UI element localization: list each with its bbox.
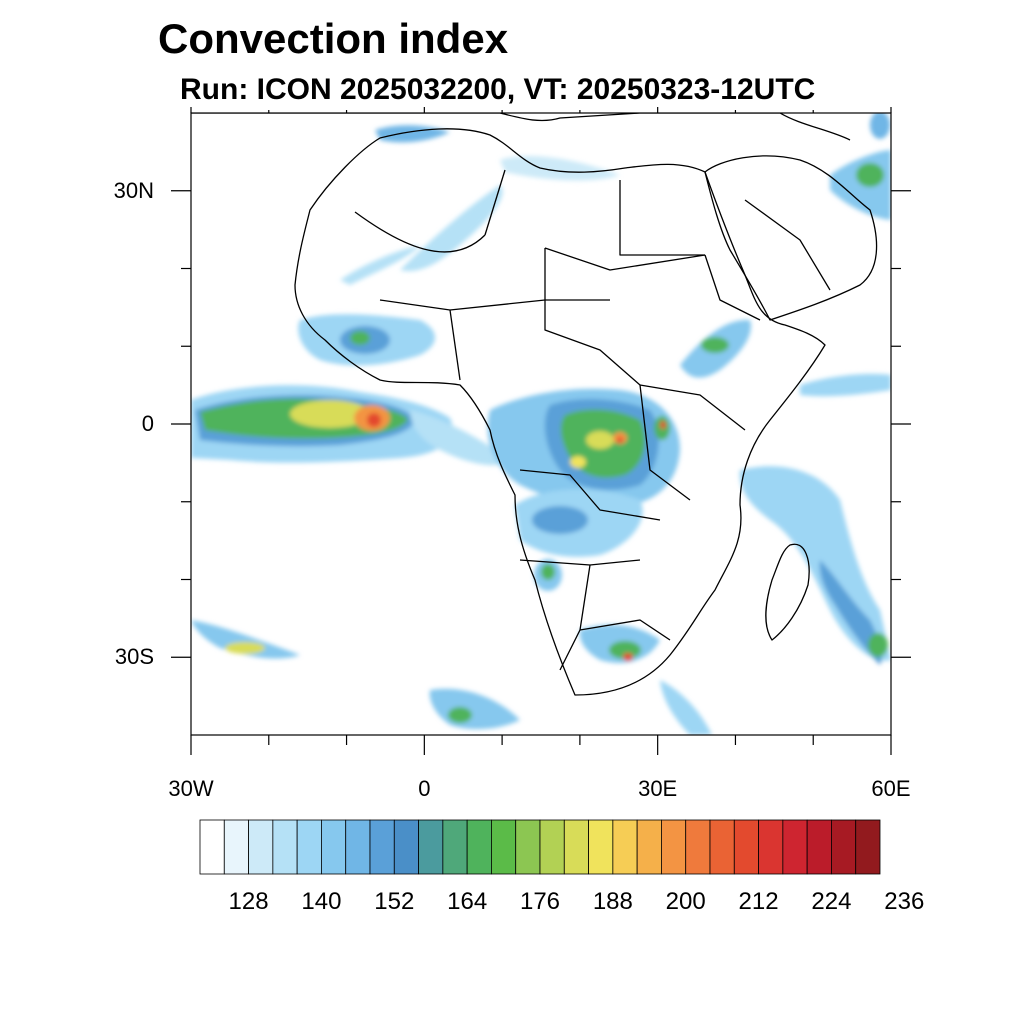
sahara-border-1 — [354, 211, 486, 253]
field-south-atlantic-mid-core — [448, 707, 472, 723]
field-arabia-north — [870, 113, 890, 139]
field-congo-red — [617, 437, 623, 443]
field-congo-yellow-1 — [586, 431, 614, 449]
chart-subtitle: Run: ICON 2025032200, VT: 20250323-12UTC — [180, 73, 816, 106]
field-namibia-core — [541, 564, 555, 580]
chad-border — [544, 248, 641, 386]
colorbar-swatch — [806, 819, 832, 875]
field-south-indian — [660, 680, 712, 735]
field-ethiopia-core — [701, 337, 729, 353]
colorbar-swatch — [685, 819, 711, 875]
coastline-borders — [191, 113, 878, 696]
colorbar-tick-label: 188 — [592, 888, 633, 915]
lat-label: 30S — [114, 644, 154, 670]
colorbar-swatch — [612, 819, 638, 875]
colorbar-swatch — [369, 819, 395, 875]
colorbar-swatch — [831, 819, 857, 875]
colorbar-swatch — [636, 819, 662, 875]
sahara-border-2 — [484, 169, 506, 236]
colorbar-swatch — [588, 819, 614, 875]
southern-border — [559, 564, 591, 671]
colorbar-swatch — [321, 819, 347, 875]
arabia-coastline — [704, 155, 878, 321]
convection-field — [191, 113, 891, 735]
field-south-africa-core — [609, 641, 641, 659]
colorbar-swatch — [296, 819, 322, 875]
congo-border — [519, 469, 661, 521]
field-arabia-core — [856, 163, 884, 187]
colorbar — [199, 819, 881, 875]
colorbar-tick-label: 176 — [519, 888, 561, 915]
colorbar-swatch — [491, 819, 517, 875]
colorbar-tick-label: 236 — [884, 888, 925, 915]
lon-label: 0 — [418, 776, 431, 801]
colorbar-swatch — [661, 819, 687, 875]
lon-label: 60E — [871, 776, 911, 801]
colorbar-swatch — [782, 819, 808, 875]
colorbar-swatch — [758, 819, 784, 875]
colorbar-swatch — [733, 819, 759, 875]
colorbar-swatch — [855, 819, 881, 875]
colorbar-tick-label: 152 — [374, 888, 415, 915]
colorbar-swatch — [709, 819, 735, 875]
chart-title: Convection index — [158, 15, 509, 62]
colorbar-swatch — [223, 819, 249, 875]
field-south-atlantic-west-core — [225, 642, 265, 654]
lon-label: 30E — [638, 776, 678, 801]
field-indian-ocean-core — [819, 560, 882, 665]
field-congo-yellow-2 — [570, 456, 586, 468]
east-border — [639, 384, 746, 431]
europe-coast — [191, 113, 851, 141]
field-great-lakes-red — [660, 421, 666, 429]
colorbar-swatch — [199, 819, 225, 875]
lat-label: 0 — [141, 411, 154, 436]
field-indian-ocean-north — [800, 373, 891, 397]
colorbar-swatch — [345, 819, 371, 875]
map-ticks — [171, 107, 911, 755]
field-south-africa-red — [623, 653, 633, 661]
colorbar-tick-label: 164 — [447, 888, 488, 915]
field-south-atlantic-mid — [429, 688, 520, 730]
colorbar-swatch — [442, 819, 468, 875]
lat-label: 30N — [113, 177, 154, 203]
colorbar-tick-label: 224 — [811, 888, 852, 915]
egypt-border — [619, 180, 705, 256]
field-atlantic-red — [367, 413, 381, 427]
colorbar-swatch — [539, 819, 565, 875]
field-north-africa-band — [500, 155, 620, 181]
lon-label: 30W — [168, 776, 214, 801]
field-atlantic-east-band — [410, 410, 510, 466]
horn-border — [704, 254, 761, 321]
field-atlantic-yellow — [290, 400, 370, 428]
field-arabia — [830, 150, 891, 220]
colorbar-swatch — [272, 819, 298, 875]
colorbar-swatch — [466, 819, 492, 875]
sudan-border — [544, 247, 706, 271]
arabia-border — [744, 199, 831, 291]
colorbar-swatch — [248, 819, 274, 875]
central-border — [449, 309, 461, 381]
field-sahara-band-2 — [340, 245, 420, 285]
colorbar-swatch — [563, 819, 589, 875]
field-west-africa-green — [350, 331, 370, 345]
field-angola-core — [532, 506, 588, 534]
colorbar-swatch — [418, 819, 444, 875]
field-indian-ocean-green — [868, 633, 888, 657]
field-med-band — [375, 125, 450, 143]
rift-border — [639, 384, 691, 501]
colorbar-swatch — [393, 819, 419, 875]
colorbar-tick-label: 200 — [665, 888, 706, 915]
colorbar-tick-label: 212 — [738, 888, 779, 915]
africa-coastline — [294, 128, 826, 696]
colorbar-tick-label: 140 — [301, 888, 342, 915]
colorbar-swatch — [515, 819, 541, 875]
sahel-border — [379, 299, 610, 311]
south-africa-border — [579, 619, 671, 641]
field-south-atlantic-west — [191, 620, 300, 659]
madagascar — [765, 543, 810, 641]
colorbar-tick-label: 128 — [228, 888, 269, 915]
